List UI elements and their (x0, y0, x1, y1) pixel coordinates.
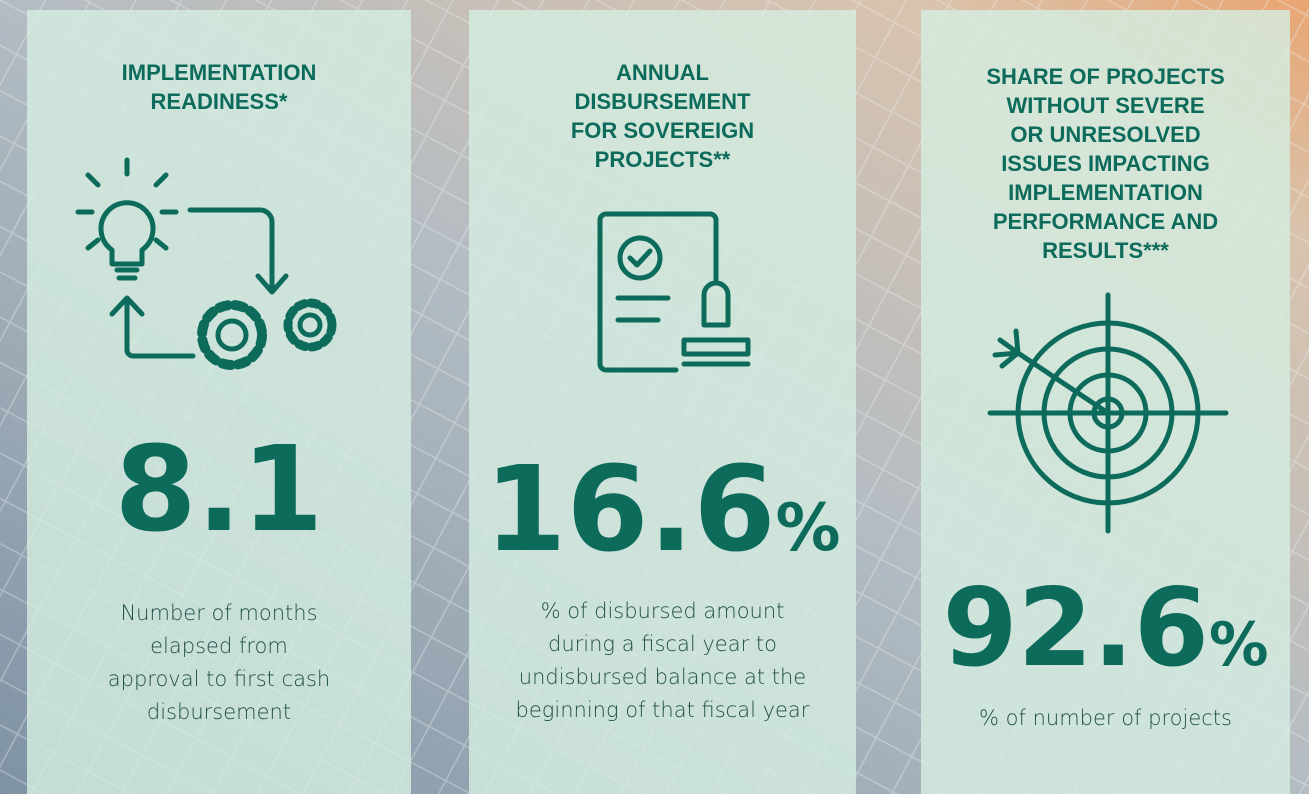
card-description: disbursement (147, 700, 291, 724)
card-title: RESULTS*** (1042, 238, 1169, 263)
card-description: Number of months (120, 601, 317, 625)
card-title: WITHOUT SEVERE (1006, 93, 1204, 118)
card-title: OR UNRESOLVED (1010, 122, 1200, 147)
card-title: IMPLEMENTATION (1008, 180, 1203, 205)
card-description: during a fiscal year to (548, 632, 777, 656)
card-title: ANNUAL (616, 60, 709, 85)
card-description: undisbursed balance at the (519, 665, 806, 689)
card-description: % of disbursed amount (541, 599, 785, 623)
metric-unit: % (1209, 611, 1269, 680)
card-title: DISBURSEMENT (574, 89, 751, 114)
card-title: FOR SOVEREIGN (571, 118, 754, 143)
card-title: SHARE OF PROJECTS (986, 64, 1224, 89)
card-title: PROJECTS** (595, 147, 731, 172)
metric-value: 92.6 (943, 566, 1209, 691)
card-description: approval to first cash (108, 667, 331, 691)
metric: 8.1 (114, 420, 323, 558)
card-title: PERFORMANCE AND (993, 209, 1218, 234)
card-title: IMPLEMENTATION (122, 60, 317, 85)
card-title: READINESS* (151, 89, 288, 114)
card-description: beginning of that fiscal year (516, 698, 810, 722)
card-title: ISSUES IMPACTING (1001, 151, 1210, 176)
card-description: elapsed from (150, 634, 288, 658)
infographic: IMPLEMENTATION READINESS* 8.1 Number of mon… (0, 0, 1309, 794)
metric-value: 16.6 (484, 440, 775, 578)
card-description: % of number of projects (979, 706, 1232, 730)
metric-value: 8.1 (114, 420, 323, 558)
metric-unit: % (776, 491, 841, 566)
